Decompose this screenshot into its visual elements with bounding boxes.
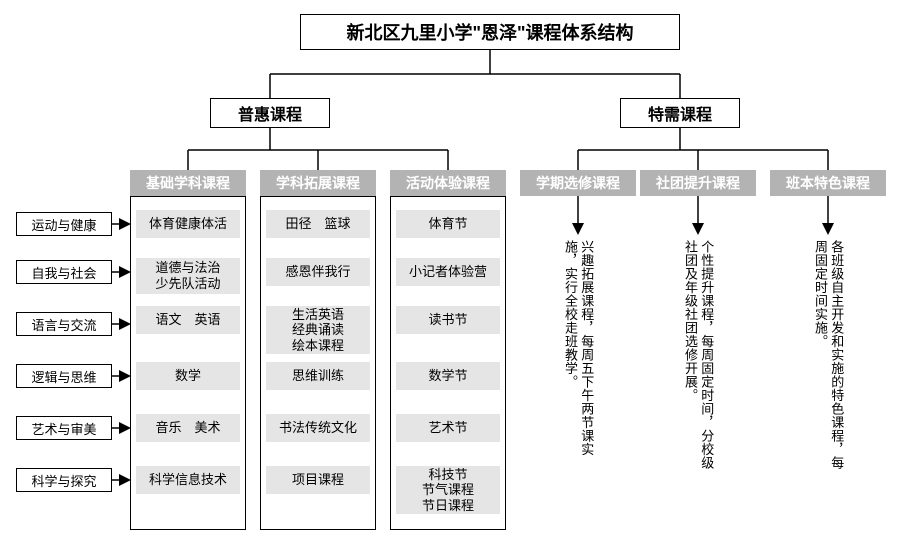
- col-header-1: 学科拓展课程: [260, 170, 376, 196]
- item-1-3: 思维训练: [266, 362, 370, 390]
- side-label-0: 运动与健康: [16, 212, 112, 236]
- col-desc-5: 周固定时间实施。各班级自主开发和实施的特色课程，每: [790, 240, 866, 470]
- item-1-1: 感恩伴我行: [266, 258, 370, 286]
- item-2-5: 科技节节气课程节日课程: [396, 466, 500, 514]
- side-label-5: 科学与探究: [16, 468, 112, 492]
- item-0-5: 科学信息技术: [136, 466, 240, 494]
- side-label-1: 自我与社会: [16, 260, 112, 284]
- col-desc-3: 施，实行全校走班教学。兴趣拓展课程，每周五下午两节课实: [540, 240, 616, 456]
- item-0-1: 道德与法治少先队活动: [136, 258, 240, 294]
- mid-left-box: 普惠课程: [210, 98, 330, 128]
- item-0-4: 音乐 美术: [136, 414, 240, 442]
- title-box: 新北区九里小学"恩泽"课程体系结构: [300, 14, 680, 50]
- side-label-3: 逻辑与思维: [16, 364, 112, 388]
- item-2-4: 艺术节: [396, 414, 500, 442]
- item-2-0: 体育节: [396, 210, 500, 238]
- mid-right-label: 特需课程: [648, 101, 712, 125]
- side-label-2: 语言与交流: [16, 312, 112, 336]
- item-1-0: 田径 篮球: [266, 210, 370, 238]
- title-text: 新北区九里小学"恩泽"课程体系结构: [346, 19, 633, 45]
- side-label-4: 艺术与审美: [16, 416, 112, 440]
- item-0-2: 语文 英语: [136, 306, 240, 334]
- item-0-0: 体育健康体活: [136, 210, 240, 238]
- mid-left-label: 普惠课程: [238, 101, 302, 125]
- col-desc-4: 社团及年级社团选修开展。个性提升课程，每周固定时间，分校级: [660, 240, 736, 470]
- item-0-3: 数学: [136, 362, 240, 390]
- item-2-3: 数学节: [396, 362, 500, 390]
- item-1-2: 生活英语经典诵读绘本课程: [266, 306, 370, 354]
- col-header-5: 班本特色课程: [770, 170, 886, 196]
- item-1-5: 项目课程: [266, 466, 370, 494]
- item-2-2: 读书节: [396, 306, 500, 334]
- col-header-4: 社团提升课程: [640, 170, 756, 196]
- item-2-1: 小记者体验营: [396, 258, 500, 286]
- item-1-4: 书法传统文化: [266, 414, 370, 442]
- col-header-3: 学期选修课程: [520, 170, 636, 196]
- mid-right-box: 特需课程: [620, 98, 740, 128]
- col-header-0: 基础学科课程: [130, 170, 246, 196]
- col-header-2: 活动体验课程: [390, 170, 506, 196]
